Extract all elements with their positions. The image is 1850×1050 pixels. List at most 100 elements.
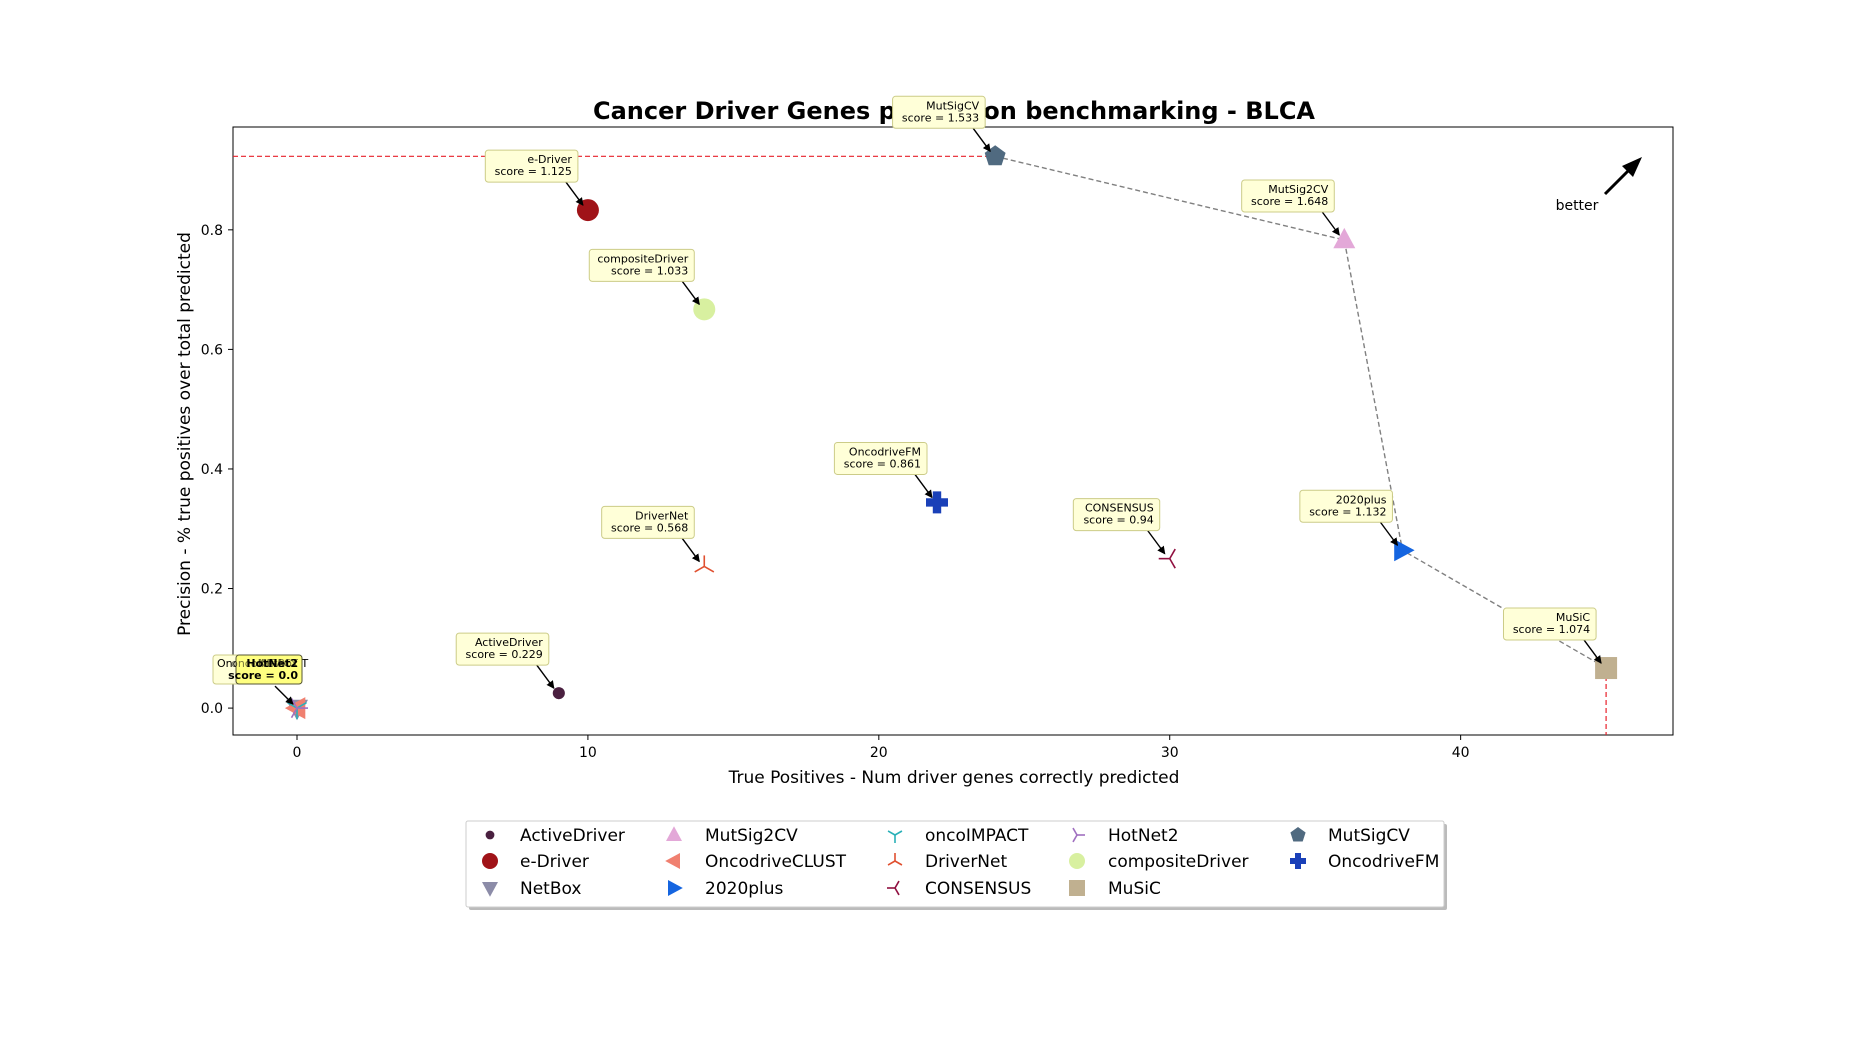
annotation-arrow: [1147, 530, 1166, 555]
annotation-text: score = 1.648: [1251, 195, 1328, 208]
x-tick-label-10: 10: [579, 745, 597, 761]
annotation-box: [1299, 489, 1393, 523]
annotation-text: e-Driver: [527, 153, 572, 166]
y-axis-label: Precision - % true positives over total …: [175, 232, 195, 636]
x-axis-label: True Positives - Num driver genes correc…: [728, 768, 1180, 788]
legend-item-drivernet: DriverNet: [887, 852, 1007, 872]
annotation-arrow: [972, 127, 991, 153]
legend-label-e-driver: e-Driver: [520, 852, 589, 872]
legend-item-mutsig2cv: MutSig2CV: [666, 826, 798, 846]
legend-item-2020plus: 2020plus: [668, 879, 784, 899]
legend-label-oncodriveclust: OncodriveCLUST: [705, 852, 847, 872]
annotation-text: score = 0.229: [466, 648, 543, 661]
pareto-front-line: [995, 155, 1607, 669]
legend-item-netbox: NetBox: [482, 879, 581, 899]
annotation-arrow: [1379, 521, 1399, 547]
better-label: better: [1556, 198, 1599, 214]
annotation-text: score = 0.568: [611, 521, 688, 534]
annotation-arrow: [1321, 211, 1340, 236]
legend: ActiveDriver e-Driver NetBox MutSig2CV Oncod…: [465, 820, 1447, 910]
annotation-text: DriverNet: [635, 509, 689, 522]
legend-item-activedriver: ActiveDriver: [485, 826, 625, 846]
cluster-label-netbox: NetBox: [258, 657, 298, 670]
annotation-arrow: [1583, 639, 1602, 664]
legend-label-compositedriver: compositeDriver: [1108, 852, 1249, 872]
annotation-text: CONSENSUS: [1085, 502, 1154, 515]
y-tick-label-0.6: 0.6: [201, 342, 223, 358]
annotation-text: score = 1.033: [611, 264, 688, 277]
annotation-arrow: [681, 537, 700, 563]
annotation-text: score = 0.861: [844, 457, 921, 470]
legend-item-music: MuSiC: [1069, 879, 1161, 899]
legend-item-consensus: CONSENSUS: [887, 879, 1031, 899]
annotation-box: [892, 95, 986, 129]
annotation-box: [833, 441, 928, 475]
y-tick-label-0.8: 0.8: [201, 223, 223, 239]
legend-item-oncodrivefm: OncodriveFM: [1290, 852, 1439, 872]
legend-label-oncodrivefm: OncodriveFM: [1328, 852, 1439, 872]
point-consensus: [1158, 548, 1176, 569]
legend-item-e-driver: e-Driver: [482, 852, 589, 872]
annotation-text: score = 1.132: [1309, 505, 1386, 518]
plot-area: 0 10 20 30 400.00.20.40.60.8ActiveDriverscor…: [201, 95, 1674, 761]
y-tick-label-0.2: 0.2: [201, 582, 223, 598]
point-activedriver: [552, 687, 565, 700]
y-tick-label-0: 0.0: [201, 701, 223, 717]
legend-label-hotnet2: HotNet2: [1108, 826, 1179, 846]
annotation-text: score = 1.125: [495, 165, 572, 178]
annotation-text: MuSiC: [1556, 611, 1591, 624]
annotation-box: [601, 505, 695, 539]
legend-item-hotnet2: HotNet2: [1072, 826, 1179, 846]
legend-label-music: MuSiC: [1108, 879, 1161, 899]
legend-label-activedriver: ActiveDriver: [520, 826, 625, 846]
annotation-box: [588, 248, 695, 282]
point-drivernet: [694, 555, 715, 573]
legend-label-oncoimpact: oncoIMPACT: [925, 826, 1029, 846]
legend-item-mutsigcv: MutSigCV: [1290, 826, 1410, 846]
annotation-text: score = 0.94: [1083, 514, 1153, 527]
legend-item-compositedriver: compositeDriver: [1069, 852, 1249, 872]
legend-frame: [465, 820, 1445, 908]
annotation-text: 2020plus: [1336, 493, 1387, 506]
cluster-annotation: OncodriveCLUSTHotNet2oncoIMPACTNetBoxsco…: [212, 654, 309, 705]
x-tick-label-0: 0: [293, 745, 302, 761]
legend-label-2020plus: 2020plus: [705, 879, 784, 899]
x-tick-label-20: 20: [870, 745, 888, 761]
annotation-box: [455, 632, 550, 666]
cluster-label-hotnet2: HotNet2: [246, 657, 298, 670]
better-indicator: better: [1556, 157, 1642, 214]
annotation-text: ActiveDriver: [475, 636, 543, 649]
annotation-arrow: [681, 280, 700, 306]
axes-frame: [232, 126, 1674, 736]
legend-label-mutsigcv: MutSigCV: [1328, 826, 1410, 846]
x-tick-label-40: 40: [1452, 745, 1470, 761]
cluster-label-oncoimpact: oncoIMPACT: [231, 657, 298, 670]
annotation-text: score = 1.074: [1513, 623, 1590, 636]
point-oncodrivefm: [926, 491, 948, 514]
legend-label-netbox: NetBox: [520, 879, 581, 899]
annotation-box: [484, 149, 579, 183]
better-arrowhead-icon: [1622, 157, 1642, 177]
point-2020plus: [1394, 539, 1415, 562]
cluster-score: score = 0.0: [228, 669, 298, 682]
annotation-text: compositeDriver: [597, 252, 688, 265]
annotation-box: [1241, 179, 1335, 213]
annotation-text: OncodriveFM: [849, 445, 921, 458]
legend-item-oncoimpact: oncoIMPACT: [887, 826, 1029, 846]
legend-item-oncodriveclust: OncodriveCLUST: [665, 852, 847, 872]
annotation-text: MutSigCV: [926, 99, 979, 112]
y-tick-label-0.4: 0.4: [201, 462, 223, 478]
legend-label-drivernet: DriverNet: [925, 852, 1007, 872]
cluster-box-front: [235, 654, 303, 685]
annotation-box: [1502, 607, 1597, 641]
